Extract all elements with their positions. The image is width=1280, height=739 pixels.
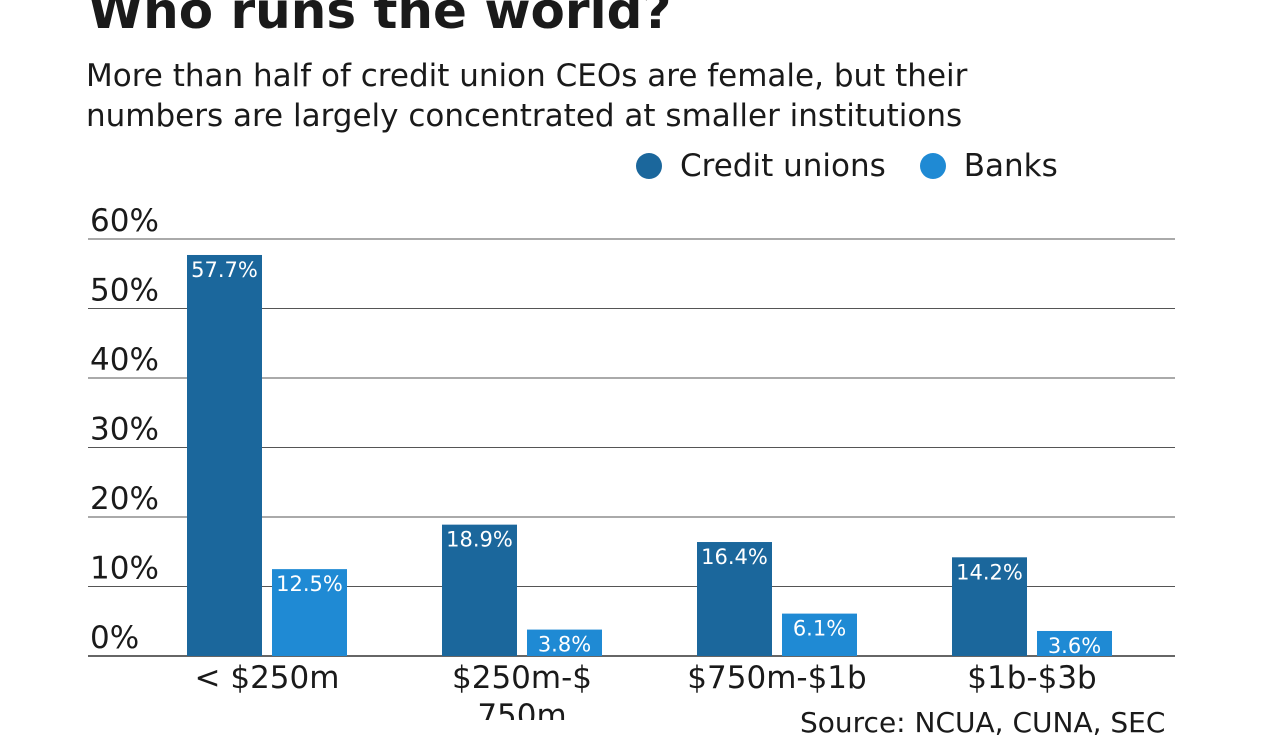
y-tick-label: 10% xyxy=(90,551,159,587)
x-tick-label: $250m-$ xyxy=(452,660,592,696)
y-tick-label: 40% xyxy=(90,342,159,378)
source-note: Source: NCUA, CUNA, SEC xyxy=(800,706,1166,739)
bar-banks xyxy=(527,629,602,656)
bar-credit-unions xyxy=(952,557,1027,656)
x-tick-label: < $250m xyxy=(195,660,340,696)
y-tick-label: 0% xyxy=(90,620,139,656)
data-label: 14.2% xyxy=(956,560,1023,584)
subtitle-line: numbers are largely concentrated at smal… xyxy=(86,98,963,134)
x-tick-label: 750m xyxy=(477,698,566,720)
data-label: 16.4% xyxy=(701,545,768,569)
y-tick-label: 20% xyxy=(90,481,159,517)
x-tick-label: $1b-$3b xyxy=(967,660,1096,696)
legend-swatch-banks xyxy=(919,153,946,179)
data-label: 3.6% xyxy=(1048,634,1101,658)
data-label: 57.7% xyxy=(191,258,258,282)
data-label: 18.9% xyxy=(446,528,513,552)
bar-credit-unions xyxy=(442,524,517,656)
bar-credit-unions xyxy=(187,254,262,657)
subtitle-line: More than half of credit union CEOs are … xyxy=(86,58,968,94)
chart-subtitle: More than half of credit union CEOs are … xyxy=(86,56,1086,136)
y-tick-label: 30% xyxy=(90,412,159,448)
x-tick-label: $750m-$1b xyxy=(687,660,866,696)
legend-item-credit-unions: Credit unions xyxy=(636,148,886,184)
data-label: 6.1% xyxy=(793,617,846,641)
bar-banks xyxy=(272,569,347,656)
y-tick-label: 60% xyxy=(90,203,159,239)
y-tick-label: 50% xyxy=(90,273,159,309)
bar-credit-unions xyxy=(697,542,772,656)
data-label: 12.5% xyxy=(276,572,343,596)
bar-banks xyxy=(782,613,857,656)
bar-banks xyxy=(1037,630,1112,656)
data-label: 3.8% xyxy=(538,633,591,657)
bar-chart: 0% 10% 20% 30% 40% 50% 60% 57.7% 12.5% < $250m 18.… xyxy=(88,203,1175,720)
chart-legend: Credit unions Banks xyxy=(636,146,1092,186)
legend-item-banks: Banks xyxy=(919,148,1058,184)
legend-label-credit-unions: Credit unions xyxy=(680,148,886,184)
chart-title: Who runs the world? xyxy=(88,0,672,40)
legend-label-banks: Banks xyxy=(963,148,1058,184)
legend-swatch-credit-unions xyxy=(636,153,662,179)
